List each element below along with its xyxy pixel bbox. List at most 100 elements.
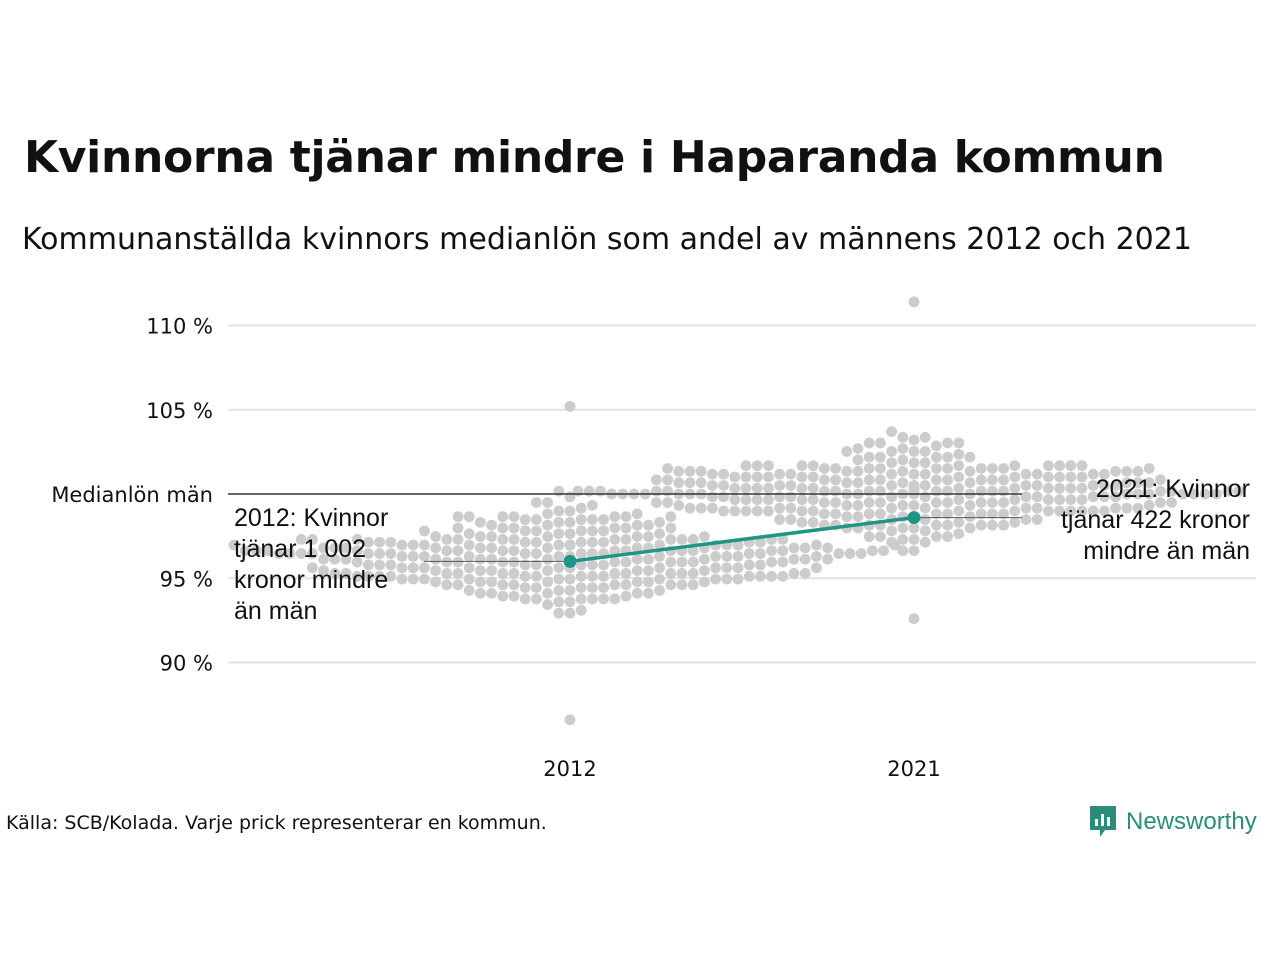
municipality-dot [519, 570, 531, 582]
municipality-dot [875, 508, 886, 520]
y-tick-label: 105 % [146, 399, 213, 423]
municipality-dot [396, 562, 408, 574]
municipality-dot [419, 551, 430, 562]
municipality-dots [228, 296, 1245, 726]
municipality-dot [587, 559, 598, 571]
municipality-dot [732, 539, 744, 551]
municipality-dot [875, 531, 886, 542]
municipality-dot [531, 582, 542, 594]
municipality-dot [1065, 505, 1077, 517]
municipality-dot [497, 511, 509, 523]
municipality-dot [1155, 474, 1166, 486]
municipality-dot [1155, 485, 1166, 497]
municipality-dot [1143, 499, 1155, 511]
municipality-dot [807, 460, 819, 472]
municipality-dot [796, 494, 808, 506]
reference-line-label: Medianlön män [51, 483, 213, 507]
municipality-dot [841, 477, 853, 489]
municipality-dot [1177, 488, 1189, 500]
municipality-dot [684, 465, 696, 477]
municipality-dot [553, 528, 565, 540]
municipality-dot [785, 491, 797, 503]
municipality-dot [643, 587, 654, 599]
municipality-dot [964, 511, 976, 523]
municipality-dot [777, 570, 789, 582]
municipality-dot [964, 522, 976, 534]
municipality-dot [1166, 497, 1177, 508]
municipality-dot [796, 505, 808, 517]
municipality-dot [819, 497, 830, 508]
municipality-dot [1076, 505, 1088, 517]
municipality-dot [774, 514, 785, 525]
municipality-dot [351, 545, 363, 557]
municipality-dot [687, 579, 699, 591]
municipality-dot [774, 480, 785, 491]
municipality-dot [497, 533, 509, 545]
municipality-dot [519, 548, 531, 559]
annotations: 2012: Kvinnor tjänar 1 002 kronor mindre än… [234, 475, 1250, 625]
municipality-dot [620, 556, 632, 568]
municipality-dot [729, 482, 741, 494]
municipality-dot [598, 582, 609, 594]
municipality-dot [508, 579, 520, 591]
municipality-dot [531, 536, 542, 548]
municipality-dot [732, 562, 744, 574]
municipality-dot [575, 548, 587, 559]
municipality-dot [964, 499, 976, 511]
municipality-dot [575, 525, 587, 537]
municipality-dot [953, 448, 965, 460]
municipality-dot [452, 579, 464, 591]
municipality-dot [598, 559, 609, 571]
municipality-dot [620, 533, 632, 545]
municipality-dot [695, 502, 707, 514]
municipality-dot [863, 497, 875, 508]
municipality-dot [897, 533, 909, 545]
municipality-dot [830, 485, 841, 497]
municipality-dot [1121, 488, 1133, 500]
municipality-dot [777, 545, 789, 557]
municipality-dot [1031, 491, 1043, 503]
municipality-dot [508, 568, 520, 579]
municipality-dot [740, 460, 752, 472]
municipality-dot [1054, 482, 1065, 494]
municipality-dot [564, 528, 576, 540]
municipality-dot [631, 542, 643, 554]
municipality-dot [1121, 477, 1133, 489]
municipality-dot [942, 497, 953, 508]
municipality-dot [475, 587, 486, 599]
municipality-dot [631, 508, 643, 520]
municipality-dot [931, 440, 942, 452]
municipality-dot [673, 499, 685, 511]
municipality-dot [676, 556, 688, 568]
municipality-dot [695, 465, 707, 477]
municipality-dot [564, 714, 576, 726]
municipality-dot [863, 451, 875, 463]
municipality-dot [707, 468, 718, 480]
municipality-dot [1132, 502, 1144, 514]
municipality-dot [998, 474, 1009, 486]
municipality-dot [897, 477, 909, 489]
brand-name: Newsworthy [1126, 808, 1257, 835]
municipality-dot [788, 542, 800, 554]
municipality-dot [919, 431, 931, 443]
municipality-dot [766, 556, 777, 568]
municipality-dot [531, 570, 542, 582]
municipality-dot [931, 497, 942, 508]
municipality-dot [519, 536, 531, 548]
municipality-dot [497, 545, 509, 557]
municipality-dot [740, 482, 752, 494]
municipality-dot [721, 562, 733, 574]
municipality-dot [486, 576, 497, 588]
municipality-dot [699, 531, 710, 542]
municipality-dot [1043, 460, 1054, 472]
municipality-dot [497, 556, 509, 568]
municipality-dot [931, 451, 942, 463]
municipality-dot [318, 542, 329, 554]
municipality-dot [643, 519, 654, 531]
municipality-dot [699, 553, 710, 565]
municipality-dot [441, 579, 453, 591]
municipality-dot [931, 463, 942, 474]
municipality-dot [852, 477, 864, 489]
municipality-dot [751, 494, 763, 506]
municipality-dot [665, 533, 677, 545]
